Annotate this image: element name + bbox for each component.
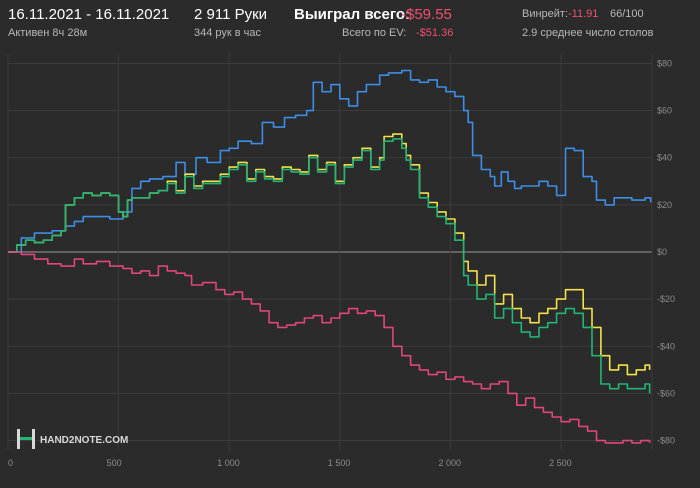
hands-count: 2 911 Руки — [194, 6, 268, 23]
y-tick-label: -$60 — [657, 388, 675, 398]
series-red-line — [8, 251, 651, 444]
total-won-value: -$59.55 — [401, 6, 452, 23]
chart-series — [8, 69, 652, 444]
hand2note-logo: HAND2NOTE.COM — [17, 429, 128, 449]
y-tick-label: $40 — [657, 153, 672, 163]
winrate-label: Винрейт: — [522, 8, 569, 20]
series-yellow-line — [8, 133, 651, 376]
y-tick-label: $20 — [657, 200, 672, 210]
y-tick-label: $0 — [657, 247, 667, 257]
x-tick-label: 2 500 — [549, 458, 572, 468]
y-tick-label: -$80 — [657, 436, 675, 446]
x-tick-label: 1 000 — [217, 458, 240, 468]
hands-per-hour: 344 рук в час — [194, 27, 262, 39]
y-tick-label: $80 — [657, 58, 672, 68]
active-time: Активен 8ч 28м — [8, 27, 88, 39]
chart-grid — [7, 54, 653, 450]
logo-bar-mid — [20, 437, 32, 440]
stats-header: 16.11.2021 - 16.11.2021 Активен 8ч 28м 2… — [0, 0, 700, 46]
x-tick-label: 0 — [8, 458, 13, 468]
series-green-line — [8, 138, 651, 394]
date-range: 16.11.2021 - 16.11.2021 — [8, 6, 170, 23]
series-blue-line — [8, 69, 652, 253]
y-tick-label: -$20 — [657, 294, 675, 304]
avg-tables: 2.9 среднее число столов — [522, 27, 654, 39]
y-tick-label: $60 — [657, 106, 672, 116]
total-ev-label: Всего по EV: — [342, 27, 407, 39]
x-axis-ticks: 0 500 1 000 1 500 2 000 2 500 — [8, 458, 572, 468]
total-ev-value: -$51.36 — [416, 27, 454, 39]
logo-text: HAND2NOTE.COM — [40, 435, 128, 446]
x-tick-label: 500 — [107, 458, 122, 468]
winrate-value: -11.91 — [568, 8, 599, 20]
y-axis-ticks: $80 $60 $40 $20 $0 -$20 -$40 -$60 -$80 — [657, 58, 675, 445]
logo-bar-right — [32, 429, 35, 449]
y-tick-label: -$40 — [657, 341, 675, 351]
x-tick-label: 2 000 — [438, 458, 461, 468]
total-won-label: Выиграл всего: — [294, 6, 411, 23]
logo-bar-left — [17, 429, 20, 449]
winrate-hands: 66/100 — [610, 8, 644, 20]
x-tick-label: 1 500 — [328, 458, 351, 468]
